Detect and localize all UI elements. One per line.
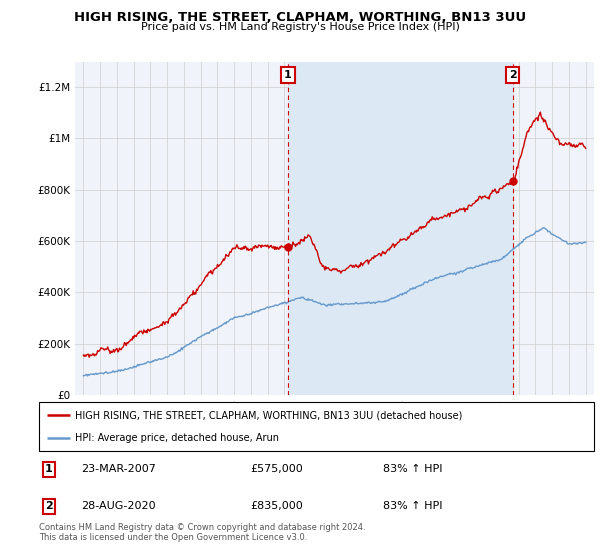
Text: HPI: Average price, detached house, Arun: HPI: Average price, detached house, Arun — [75, 433, 279, 444]
Text: 83% ↑ HPI: 83% ↑ HPI — [383, 501, 443, 511]
Text: Contains HM Land Registry data © Crown copyright and database right 2024.
This d: Contains HM Land Registry data © Crown c… — [39, 523, 365, 543]
Text: 1: 1 — [45, 464, 53, 474]
Text: Price paid vs. HM Land Registry's House Price Index (HPI): Price paid vs. HM Land Registry's House … — [140, 22, 460, 32]
Bar — [288, 62, 513, 395]
Text: HIGH RISING, THE STREET, CLAPHAM, WORTHING, BN13 3UU (detached house): HIGH RISING, THE STREET, CLAPHAM, WORTHI… — [75, 410, 463, 421]
Text: 1: 1 — [284, 70, 292, 80]
Text: £575,000: £575,000 — [250, 464, 302, 474]
Text: 23-MAR-2007: 23-MAR-2007 — [80, 464, 155, 474]
Text: 2: 2 — [45, 501, 53, 511]
Text: £835,000: £835,000 — [250, 501, 302, 511]
Text: 83% ↑ HPI: 83% ↑ HPI — [383, 464, 443, 474]
Text: 2: 2 — [509, 70, 517, 80]
Text: 28-AUG-2020: 28-AUG-2020 — [80, 501, 155, 511]
Text: HIGH RISING, THE STREET, CLAPHAM, WORTHING, BN13 3UU: HIGH RISING, THE STREET, CLAPHAM, WORTHI… — [74, 11, 526, 24]
